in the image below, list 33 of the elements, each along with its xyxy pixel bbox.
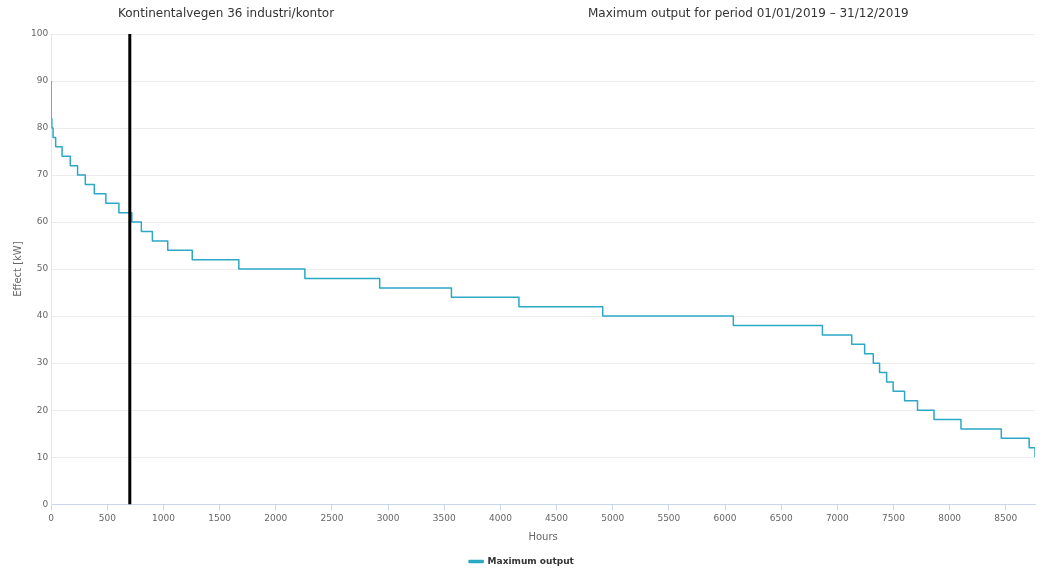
x-tick-label: 6500 bbox=[769, 512, 793, 523]
y-tick-label: 60 bbox=[36, 216, 49, 227]
x-tick-label: 2500 bbox=[320, 512, 344, 523]
x-tick-label: 1500 bbox=[208, 512, 232, 523]
x-tick-label: 8000 bbox=[938, 512, 962, 523]
chart-subtitle: Maximum output for period 01/01/2019 – 31/12/2019 bbox=[588, 6, 909, 20]
x-tick-label: 5000 bbox=[601, 512, 625, 523]
x-tick-label: 3500 bbox=[432, 512, 456, 523]
x-tick-label: 8500 bbox=[994, 512, 1018, 523]
x-tick-label: 2000 bbox=[264, 512, 288, 523]
y-tick-label: 50 bbox=[36, 263, 49, 274]
chart-title: Kontinentalvegen 36 industri/kontor bbox=[118, 6, 335, 20]
y-tick-label: 30 bbox=[36, 357, 49, 368]
y-tick-label: 90 bbox=[36, 75, 49, 86]
x-tick-label: 3000 bbox=[376, 512, 400, 523]
y-tick-label: 70 bbox=[36, 169, 49, 180]
y-tick-label: 0 bbox=[42, 498, 49, 509]
x-tick-label: 6000 bbox=[713, 512, 737, 523]
x-tick-label: 5500 bbox=[657, 512, 681, 523]
legend-label: Maximum output bbox=[487, 555, 575, 566]
y-tick-label: 100 bbox=[30, 28, 49, 39]
y-axis-title: Effect [kW] bbox=[11, 241, 23, 297]
y-tick-label: 40 bbox=[36, 310, 49, 321]
x-tick-label: 500 bbox=[98, 512, 117, 523]
x-tick-label: 4500 bbox=[545, 512, 569, 523]
x-tick-label: 7500 bbox=[882, 512, 906, 523]
x-tick-label: 1000 bbox=[152, 512, 176, 523]
y-tick-label: 10 bbox=[36, 451, 49, 462]
x-tick-label: 4000 bbox=[488, 512, 513, 523]
y-tick-label: 20 bbox=[36, 404, 49, 415]
y-tick-label: 80 bbox=[36, 122, 49, 133]
x-axis-title: Hours bbox=[528, 530, 558, 542]
x-tick-label: 7000 bbox=[825, 512, 850, 523]
